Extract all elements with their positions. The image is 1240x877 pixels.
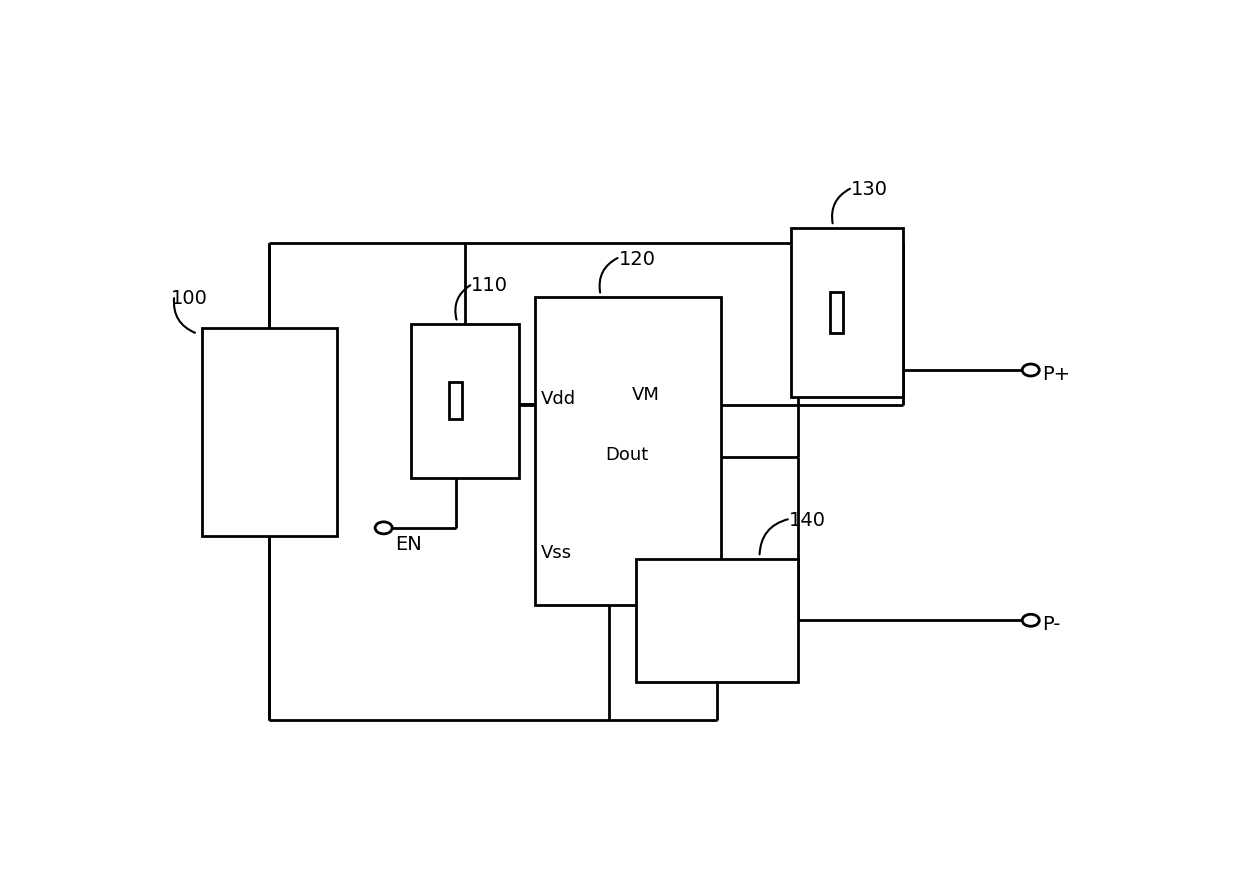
Text: 110: 110 <box>471 276 508 295</box>
Bar <box>830 293 843 333</box>
Text: 130: 130 <box>851 180 888 199</box>
Text: P-: P- <box>1043 615 1060 633</box>
Bar <box>201 328 337 536</box>
Text: VM: VM <box>631 386 660 404</box>
Bar <box>534 297 720 605</box>
Text: Vdd: Vdd <box>541 389 577 408</box>
Bar <box>791 228 903 397</box>
Text: Dout: Dout <box>605 446 649 463</box>
Text: 140: 140 <box>789 510 826 530</box>
Text: Vss: Vss <box>541 544 572 561</box>
Text: 120: 120 <box>619 250 656 269</box>
Text: P+: P+ <box>1043 365 1070 383</box>
Bar <box>410 324 520 478</box>
Text: 100: 100 <box>171 289 207 307</box>
Bar <box>635 559 799 682</box>
Bar <box>449 383 461 420</box>
Text: EN: EN <box>396 534 422 553</box>
